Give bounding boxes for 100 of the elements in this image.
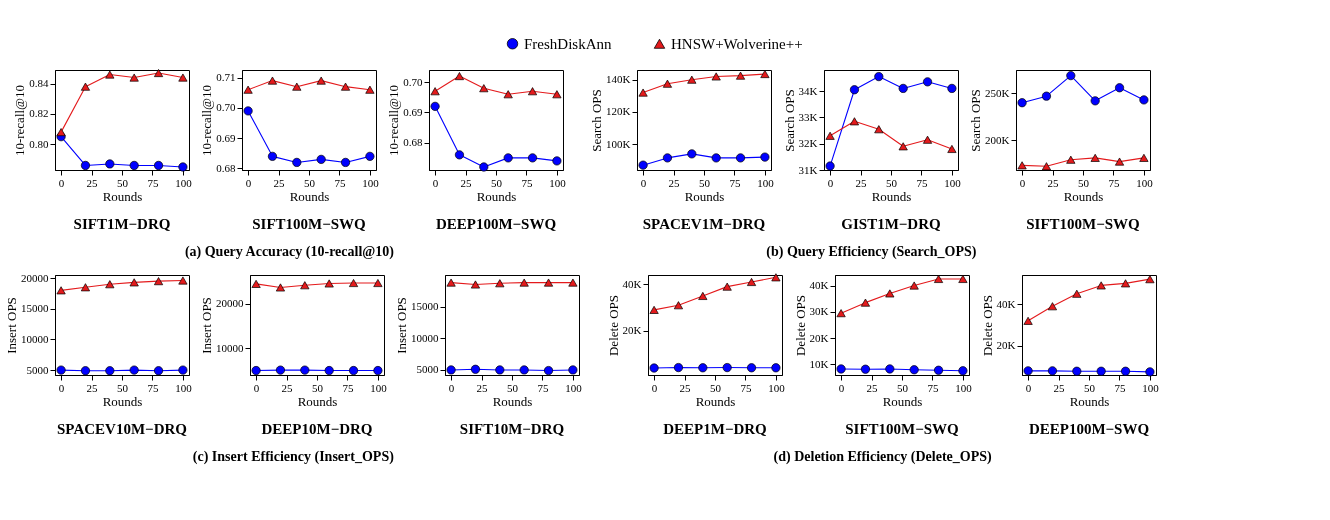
point (687, 75, 697, 84)
x-tick-label: 100 (565, 381, 583, 394)
point (154, 160, 164, 170)
legend-label: HNSW+Wolverine++ (671, 35, 803, 52)
x-tick-label: 0 (58, 381, 65, 394)
point (267, 76, 277, 85)
point (479, 84, 489, 93)
point (105, 280, 115, 289)
y-tick-label: 10000 (216, 341, 244, 354)
y-axis-title: Search OPS (968, 89, 984, 152)
point (849, 117, 859, 126)
point (243, 106, 253, 116)
text: SIFT1M−DRQ (73, 216, 171, 232)
y-tick-label: 20000 (21, 271, 49, 284)
point (1066, 71, 1076, 81)
point (292, 157, 302, 167)
y-tick-label: 100K (606, 137, 631, 150)
point (568, 365, 578, 375)
point (495, 279, 505, 288)
point (324, 366, 334, 376)
point (1145, 367, 1155, 377)
point (1090, 96, 1100, 106)
point (519, 365, 529, 375)
point (934, 365, 944, 375)
point (80, 283, 90, 292)
y-tick-label: 0.68 (216, 161, 236, 174)
point (129, 278, 139, 287)
y-tick-label: 250K (985, 86, 1010, 99)
point (373, 279, 383, 287)
point (1096, 281, 1106, 290)
x-tick-label: 100 (768, 381, 786, 394)
point (1139, 95, 1149, 105)
point (178, 73, 188, 82)
point (638, 88, 648, 97)
x-tick-label: 0 (838, 381, 845, 394)
x-tick-label: 100 (1142, 381, 1160, 394)
y-axis-title: Search OPS (589, 89, 605, 152)
point (552, 156, 562, 166)
y-tick-label: 15000 (411, 300, 439, 313)
point (470, 280, 480, 289)
x-tick-label: 75 (729, 176, 741, 189)
point (316, 154, 326, 164)
y-tick-label: 30K (809, 305, 829, 318)
x-tick-label: 25 (476, 381, 489, 394)
x-tick-label: 75 (334, 176, 346, 189)
x-tick-label: 0 (253, 381, 260, 394)
x-tick-label: 50 (699, 176, 711, 189)
point (56, 286, 66, 295)
x-tick-label: 0 (245, 176, 252, 189)
point (1072, 366, 1082, 376)
point (760, 70, 770, 79)
point (747, 278, 757, 286)
y-tick-label: 20K (809, 331, 829, 344)
point (267, 151, 277, 161)
y-tick-label: 33K (798, 110, 818, 123)
point (503, 153, 513, 163)
point (771, 273, 781, 282)
point (275, 365, 285, 375)
x-tick-label: 100 (362, 176, 380, 189)
x-tick-label: 75 (1108, 176, 1120, 189)
point (771, 363, 781, 373)
text: SIFT10M−DRQ (459, 421, 565, 437)
point (105, 159, 115, 169)
point (1017, 98, 1027, 108)
point (898, 142, 908, 151)
x-tick-label: 0 (827, 176, 834, 189)
x-tick-label: 25 (855, 176, 868, 189)
text: GIST1M−DRQ (841, 216, 942, 232)
point (349, 279, 359, 287)
point (909, 365, 919, 375)
y-tick-label: 31K (798, 163, 818, 176)
point (934, 274, 944, 283)
point (1017, 161, 1027, 170)
point (1023, 366, 1033, 376)
point (365, 85, 375, 94)
x-tick-label: 0 (1019, 176, 1026, 189)
x-tick-label: 0 (448, 381, 455, 394)
point (129, 73, 139, 82)
point (341, 82, 351, 91)
point (698, 291, 708, 300)
legend-label: FreshDiskAnn (524, 35, 612, 52)
point (528, 87, 538, 96)
point (479, 162, 489, 172)
y-axis-title: Delete OPS (979, 294, 995, 357)
text: SIFT100M−SWQ (252, 216, 367, 232)
point (662, 79, 672, 88)
point (711, 153, 721, 163)
y-tick-label: 0.84 (29, 77, 49, 90)
text: (d) Deletion Efficiency (Delete_OPS) (773, 448, 992, 465)
x-tick-label: 25 (1053, 381, 1066, 394)
point (568, 278, 578, 287)
point (1041, 91, 1051, 101)
x-tick-label: 50 (507, 381, 519, 394)
point (446, 278, 456, 287)
point (154, 69, 164, 77)
point (673, 301, 683, 310)
x-tick-label: 100 (175, 381, 193, 394)
x-tick-label: 0 (640, 176, 647, 189)
y-axis-title: 10-recall@10 (12, 84, 28, 157)
x-tick-label: 75 (1114, 381, 1126, 394)
